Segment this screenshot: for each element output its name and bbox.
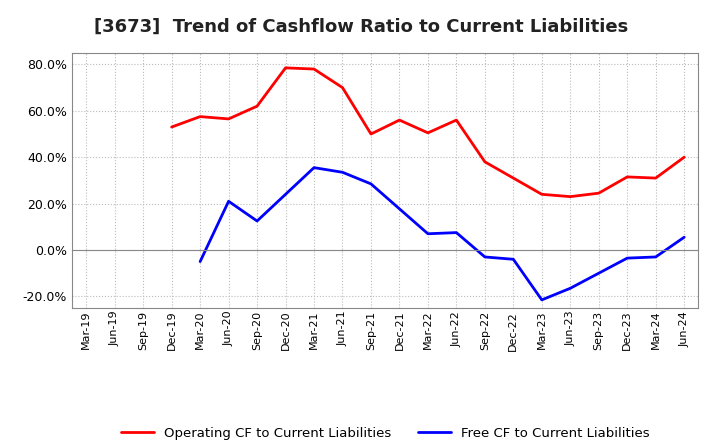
Operating CF to Current Liabilities	[310, 66, 318, 72]
Free CF to Current Liabilities	[566, 286, 575, 291]
Free CF to Current Liabilities	[423, 231, 432, 236]
Free CF to Current Liabilities	[680, 235, 688, 240]
Text: [3673]  Trend of Cashflow Ratio to Current Liabilities: [3673] Trend of Cashflow Ratio to Curren…	[94, 18, 628, 36]
Free CF to Current Liabilities	[623, 256, 631, 261]
Operating CF to Current Liabilities	[253, 103, 261, 109]
Operating CF to Current Liabilities	[366, 132, 375, 137]
Free CF to Current Liabilities	[509, 257, 518, 262]
Operating CF to Current Liabilities	[652, 176, 660, 181]
Operating CF to Current Liabilities	[196, 114, 204, 119]
Line: Operating CF to Current Liabilities: Operating CF to Current Liabilities	[171, 68, 684, 197]
Operating CF to Current Liabilities	[225, 116, 233, 121]
Line: Free CF to Current Liabilities: Free CF to Current Liabilities	[200, 168, 684, 300]
Operating CF to Current Liabilities	[423, 130, 432, 136]
Free CF to Current Liabilities	[480, 254, 489, 260]
Free CF to Current Liabilities	[537, 297, 546, 303]
Operating CF to Current Liabilities	[480, 159, 489, 165]
Legend: Operating CF to Current Liabilities, Free CF to Current Liabilities: Operating CF to Current Liabilities, Fre…	[115, 422, 655, 440]
Free CF to Current Liabilities	[338, 170, 347, 175]
Free CF to Current Liabilities	[310, 165, 318, 170]
Free CF to Current Liabilities	[253, 218, 261, 224]
Operating CF to Current Liabilities	[537, 192, 546, 197]
Operating CF to Current Liabilities	[282, 65, 290, 70]
Free CF to Current Liabilities	[452, 230, 461, 235]
Operating CF to Current Liabilities	[566, 194, 575, 199]
Free CF to Current Liabilities	[366, 181, 375, 187]
Free CF to Current Liabilities	[225, 198, 233, 204]
Operating CF to Current Liabilities	[595, 191, 603, 196]
Operating CF to Current Liabilities	[167, 125, 176, 130]
Free CF to Current Liabilities	[196, 259, 204, 264]
Free CF to Current Liabilities	[652, 254, 660, 260]
Operating CF to Current Liabilities	[338, 85, 347, 90]
Operating CF to Current Liabilities	[680, 154, 688, 160]
Operating CF to Current Liabilities	[395, 117, 404, 123]
Operating CF to Current Liabilities	[623, 174, 631, 180]
Operating CF to Current Liabilities	[452, 117, 461, 123]
